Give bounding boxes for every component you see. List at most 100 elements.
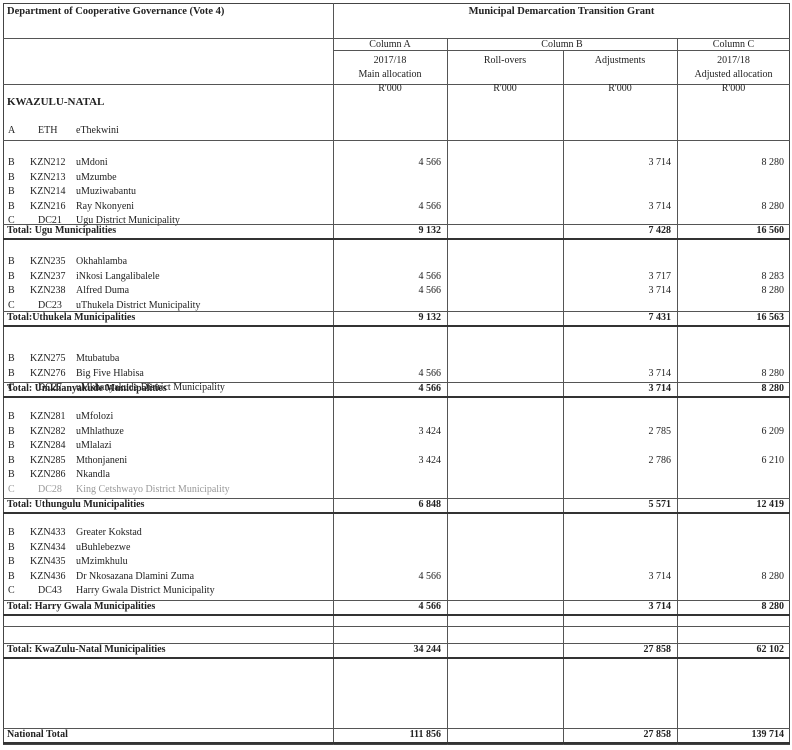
- municipality-type: B: [8, 440, 15, 452]
- divider: [333, 3, 334, 745]
- municipality-type: B: [8, 541, 15, 553]
- subtotal-value: 8 280: [761, 383, 785, 394]
- department-title: Department of Cooperative Governance (Vo…: [7, 6, 225, 17]
- municipality-type: B: [8, 200, 15, 212]
- divider: [3, 742, 790, 744]
- cell-value: 2 785: [648, 425, 672, 437]
- municipality-type: B: [8, 411, 15, 422]
- subtotal-label: Total: Uthungulu Municipalities: [7, 499, 145, 510]
- cell-value: 8 280: [761, 157, 785, 168]
- municipality-type: C: [8, 484, 15, 495]
- table-row: B KZN212 uMdoni: [8, 157, 108, 169]
- divider: [3, 600, 790, 601]
- table-row: C DC21 Ugu District Municipality: [8, 215, 180, 227]
- column-c-year: 2017/18: [717, 55, 750, 66]
- table-row: C DC43 Harry Gwala District Municipality: [8, 585, 215, 597]
- subtotal-value: 12 419: [756, 499, 785, 510]
- municipality-name: Ray Nkonyeni: [76, 200, 135, 212]
- column-c-desc: Adjusted allocation: [694, 69, 773, 80]
- municipality-type: B: [8, 353, 15, 364]
- table-row: B KZN235 Okhahlamba: [8, 256, 127, 268]
- municipality-name: Greater Kokstad: [76, 527, 142, 538]
- divider: [3, 238, 790, 240]
- municipality-type: C: [8, 585, 15, 597]
- cell-value: 4 566: [418, 367, 442, 379]
- cell-value: 2 786: [648, 454, 672, 466]
- cell-value: 4 566: [418, 157, 442, 168]
- municipality-name: iNkosi Langalibalele: [76, 270, 160, 282]
- municipality-code: KZN212: [30, 157, 66, 168]
- subtotal-label: Total: Harry Gwala Municipalities: [7, 601, 156, 612]
- municipality-type: B: [8, 270, 15, 282]
- divider: [3, 38, 790, 39]
- municipality-code: KZN434: [30, 541, 66, 553]
- municipality-type: B: [8, 527, 15, 538]
- municipality-code: KZN281: [30, 411, 66, 422]
- municipality-name: uBuhlebezwe: [76, 541, 131, 553]
- divider: [3, 728, 790, 729]
- cell-value: 8 280: [761, 200, 785, 212]
- table-row: B KZN286 Nkandla: [8, 469, 110, 481]
- municipality-name: eThekwini: [76, 125, 119, 136]
- table-row: B KZN436 Dr Nkosazana Dlamini Zuma: [8, 571, 194, 583]
- column-b-label: Column B: [541, 39, 583, 50]
- table-row: B KZN275 Mtubatuba: [8, 353, 119, 365]
- column-a-label: Column A: [369, 39, 411, 50]
- column-a-desc: Main allocation: [358, 69, 422, 80]
- table-row: B KZN434 uBuhlebezwe: [8, 542, 130, 554]
- municipality-code: DC43: [38, 585, 62, 597]
- divider: [3, 643, 790, 644]
- subtotal-value: 4 566: [418, 383, 442, 394]
- municipality-name: Dr Nkosazana Dlamini Zuma: [76, 570, 195, 582]
- municipality-type: B: [8, 171, 15, 183]
- unit-label: R'000: [608, 83, 632, 94]
- cell-value: 8 283: [761, 270, 785, 282]
- municipality-type: A: [8, 125, 16, 136]
- table-row: C DC27 uMkhanyakude District Municipality: [8, 382, 225, 394]
- municipality-name: Okhahlamba: [76, 256, 128, 267]
- cell-value: 3 714: [648, 570, 672, 582]
- municipality-type: B: [8, 469, 15, 481]
- cell-value: 3 424: [418, 425, 442, 437]
- table-row: B KZN285 Mthonjaneni: [8, 455, 127, 467]
- municipality-code: DC21: [38, 215, 62, 227]
- column-c-label: Column C: [712, 39, 755, 50]
- cell-value: 4 566: [418, 285, 442, 297]
- municipality-type: B: [8, 367, 15, 379]
- subtotal-value: 3 714: [648, 601, 672, 612]
- table-row: B KZN237 iNkosi Langalibalele: [8, 271, 160, 283]
- divider: [3, 614, 790, 616]
- cell-value: 4 566: [418, 200, 442, 212]
- municipality-name: Big Five Hlabisa: [76, 367, 144, 379]
- municipality-code: DC28: [38, 484, 62, 495]
- cell-value: 8 280: [761, 367, 785, 379]
- table-row: B KZN282 uMhlathuze: [8, 426, 124, 438]
- municipality-code: KZN284: [30, 440, 66, 452]
- divider: [3, 498, 790, 499]
- cell-value: 3 714: [648, 200, 672, 212]
- unit-label: R'000: [493, 83, 517, 94]
- divider: [447, 38, 448, 745]
- municipality-code: KZN282: [30, 425, 66, 437]
- subtotal-value: 7 431: [648, 312, 672, 323]
- cell-value: 3 714: [648, 157, 672, 168]
- municipality-code: KZN214: [30, 186, 66, 198]
- municipality-type: B: [8, 425, 15, 437]
- municipality-code: KZN235: [30, 256, 66, 267]
- subtotal-value: 7 428: [648, 225, 672, 236]
- municipality-code: KZN285: [30, 454, 66, 466]
- cell-value: 3 424: [418, 454, 442, 466]
- unit-label: R'000: [721, 83, 746, 94]
- table-row: C DC28 King Cetshwayo District Municipalit…: [8, 484, 230, 496]
- divider: [3, 657, 790, 659]
- divider: [3, 512, 790, 514]
- subtotal-value: 5 571: [648, 499, 672, 510]
- table-row: B KZN238 Alfred Duma: [8, 285, 129, 297]
- municipality-name: King Cetshwayo District Municipality: [76, 484, 230, 495]
- adjustments-header: Adjustments: [594, 55, 646, 66]
- table-row: B KZN214 uMuziwabantu: [8, 186, 136, 198]
- municipality-code: KZN238: [30, 285, 66, 297]
- municipality-type: B: [8, 556, 15, 568]
- municipality-name: Harry Gwala District Municipality: [76, 585, 215, 597]
- subtotal-value: 9 132: [418, 312, 442, 323]
